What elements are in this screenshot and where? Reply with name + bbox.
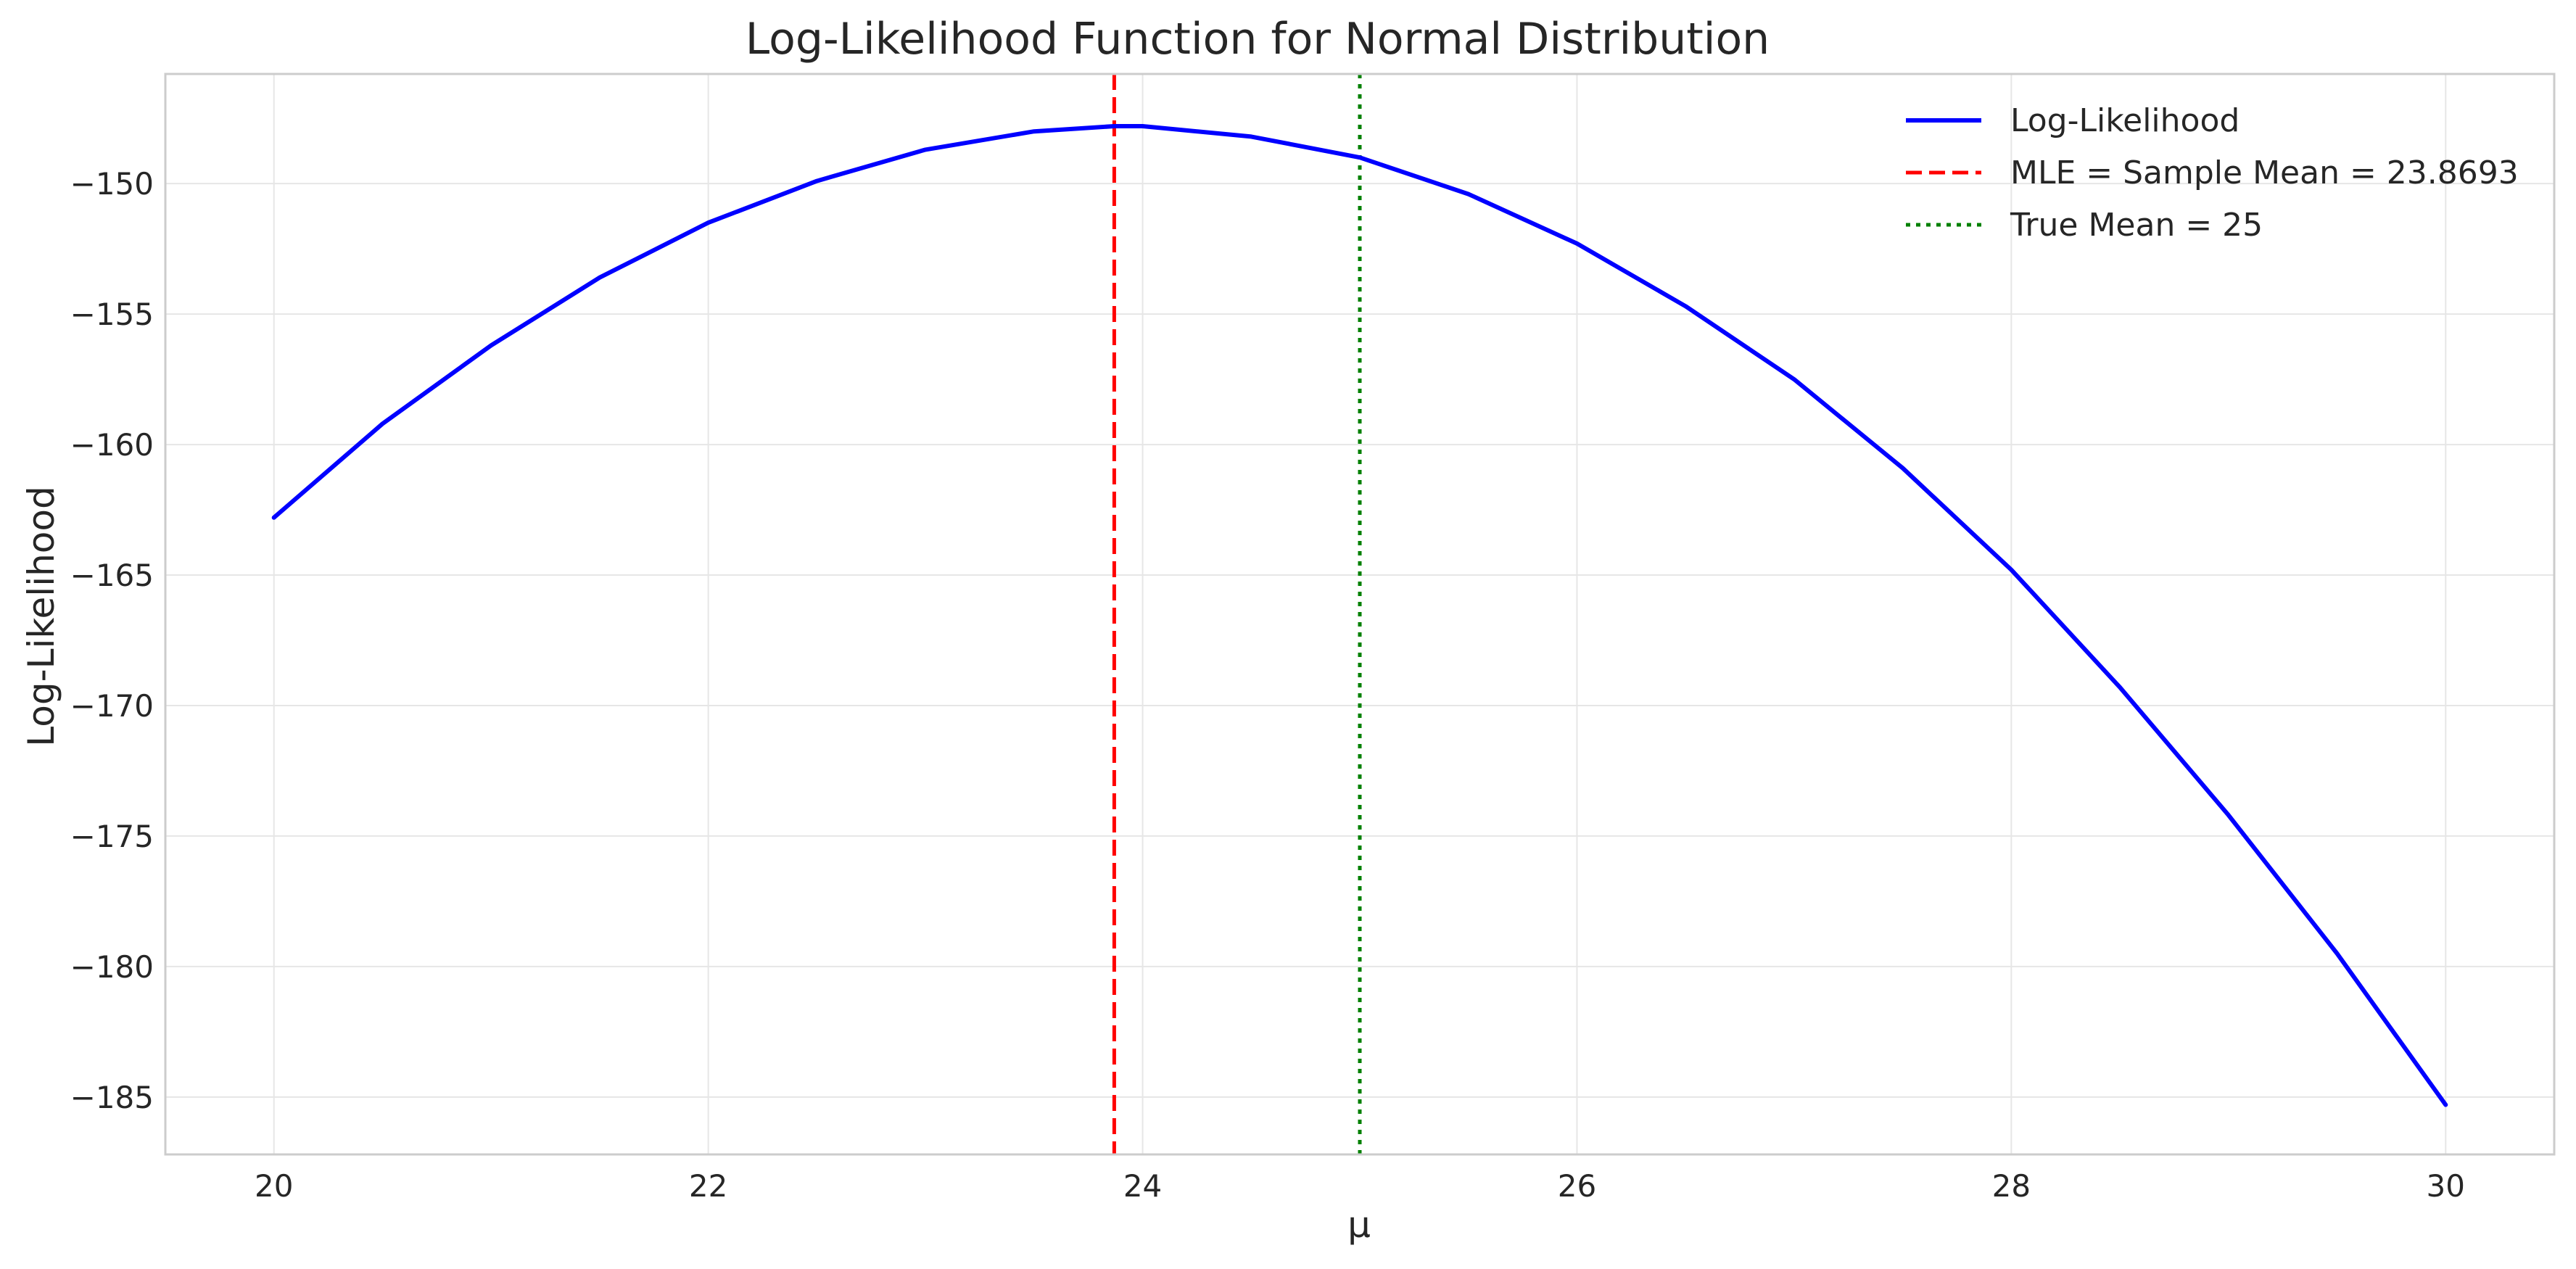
y-tick-label: −155 [70, 297, 154, 332]
legend-label: Log-Likelihood [2010, 102, 2239, 139]
x-tick-label: 26 [1558, 1168, 1596, 1204]
x-tick-label: 22 [689, 1168, 727, 1204]
reference-lines [1112, 74, 1362, 1154]
y-tick-label: −185 [70, 1080, 154, 1115]
plot-frame [164, 73, 2556, 1156]
y-tick-label: −180 [70, 949, 154, 985]
y-tick-label: −150 [70, 166, 154, 202]
y-tick-labels: −150 −155 −160 −165 −170 −175 −180 −185 [70, 166, 154, 1115]
chart-title: Log-Likelihood Function for Normal Distr… [746, 14, 1770, 65]
x-tick-label: 28 [1992, 1168, 2031, 1204]
x-grid [273, 74, 2447, 1154]
x-tick-label: 30 [2427, 1168, 2465, 1204]
y-tick-label: −170 [70, 688, 154, 724]
legend: Log-Likelihood MLE = Sample Mean = 23.869… [1906, 102, 2519, 244]
series-lines [271, 124, 2448, 1107]
x-tick-label: 20 [255, 1168, 293, 1204]
legend-label: MLE = Sample Mean = 23.8693 [2010, 154, 2519, 191]
y-tick-label: −165 [70, 558, 154, 593]
y-tick-label: −175 [70, 819, 154, 854]
legend-label: True Mean = 25 [2010, 207, 2263, 244]
x-tick-label: 24 [1123, 1168, 1162, 1204]
y-axis-title: Log-Likelihood [20, 486, 62, 746]
y-tick-label: −160 [70, 427, 154, 463]
x-axis-title: μ [1347, 1204, 1371, 1246]
x-tick-labels: 20 22 24 26 28 30 [255, 1168, 2465, 1204]
series-line [271, 124, 2448, 1107]
